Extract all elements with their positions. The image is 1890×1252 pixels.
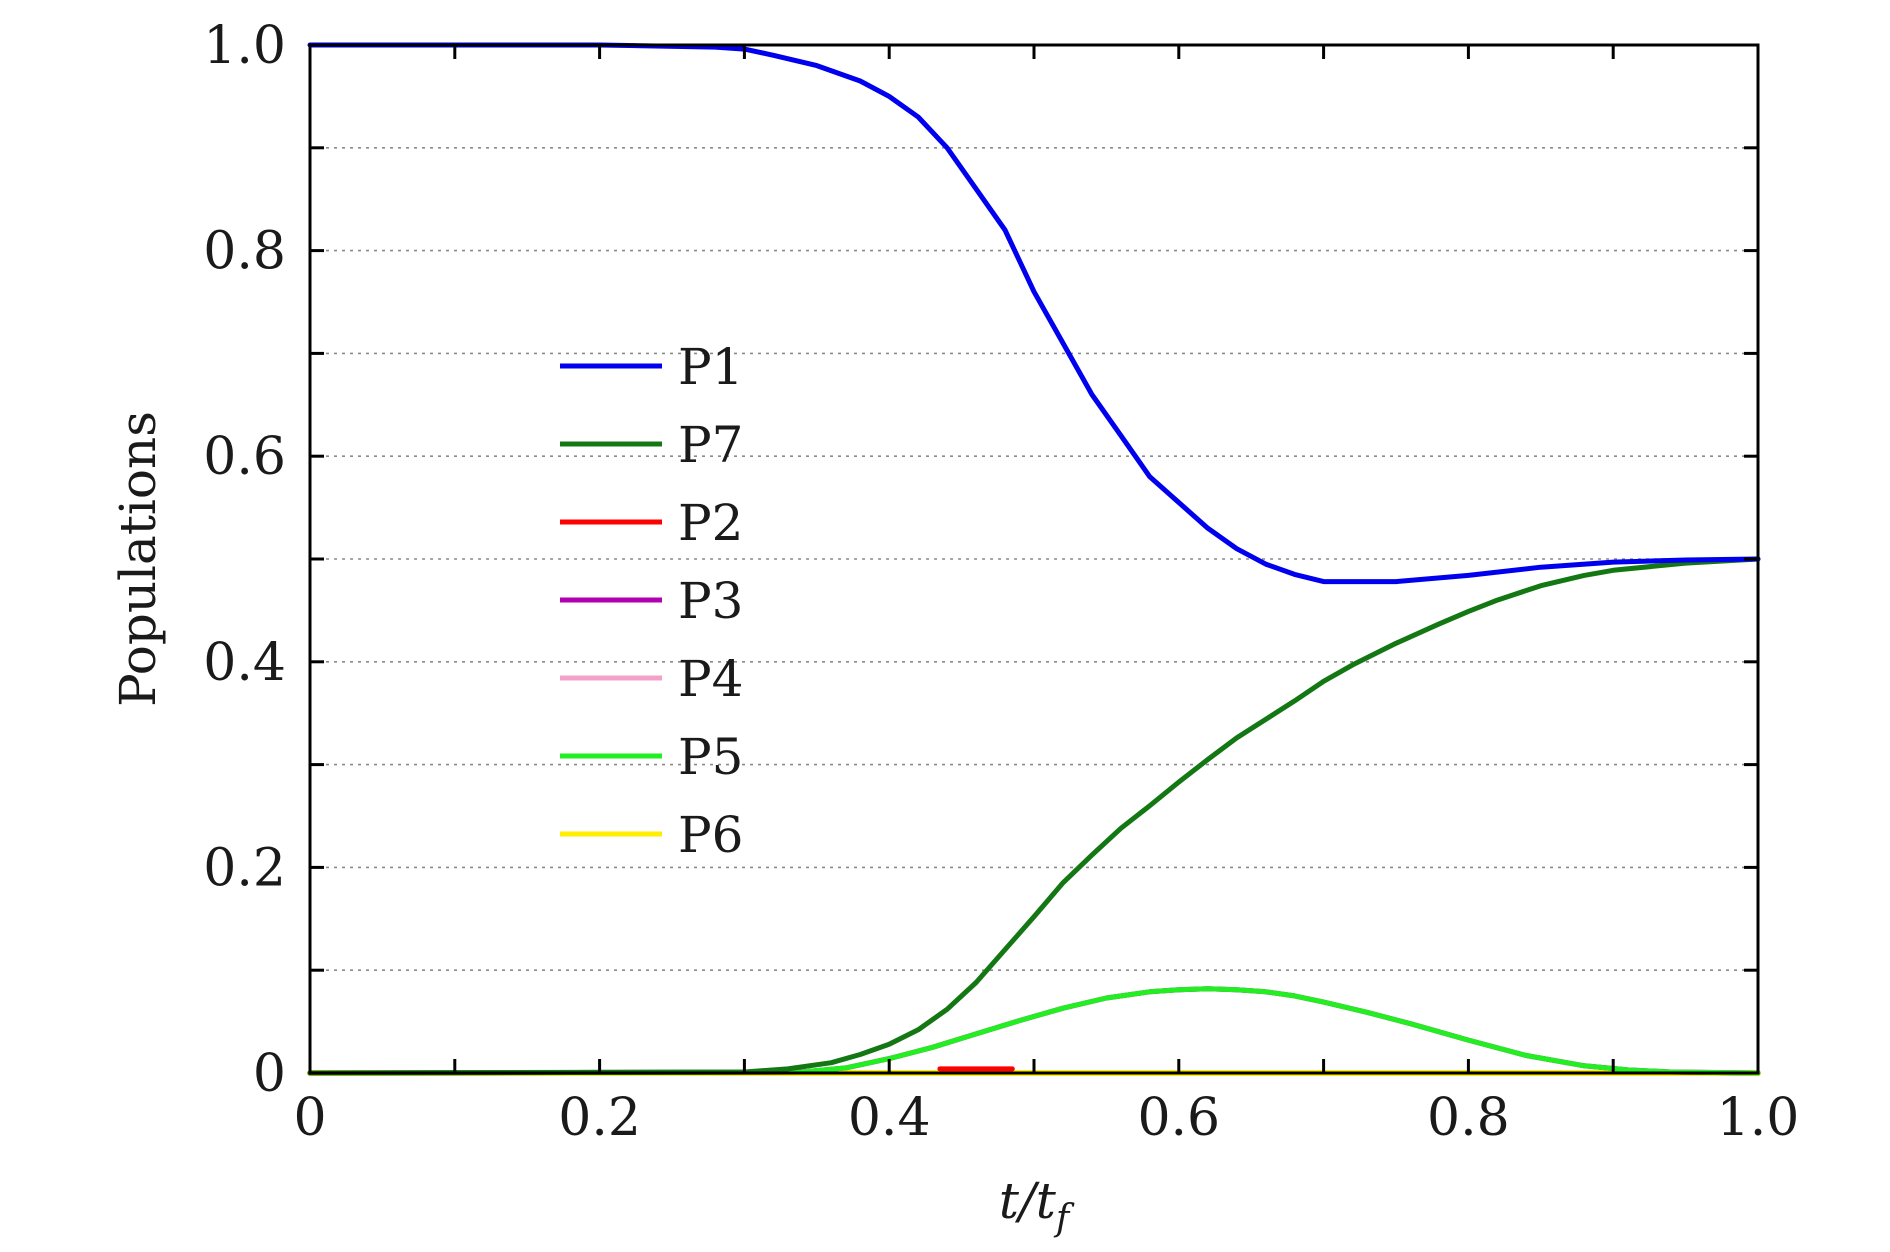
legend-label-p1: P1 <box>678 338 743 396</box>
y-tick-label: 0.6 <box>203 427 286 487</box>
legend-label-p3: P3 <box>678 572 743 630</box>
legend-label-p2: P2 <box>678 494 743 552</box>
x-tick-label: 1.0 <box>1717 1088 1800 1148</box>
series-line-p5 <box>307 986 1761 1076</box>
x-tick-label: 0 <box>293 1088 326 1148</box>
y-tick-label: 1.0 <box>203 16 286 76</box>
legend: P1 P7 P2 P3 P4 P5 P6 <box>560 338 743 864</box>
legend-label-p6: P6 <box>678 806 743 864</box>
axis-titles: t/tf Populations <box>109 411 1075 1239</box>
series-line-p1 <box>307 42 1761 585</box>
x-tick-label: 0.2 <box>558 1088 641 1148</box>
x-axis-title: t/tf <box>999 1172 1075 1239</box>
y-axis-title: Populations <box>109 411 167 707</box>
legend-label-p4: P4 <box>678 650 743 708</box>
y-tick-label: 0.4 <box>203 633 286 693</box>
x-tick-label: 0.8 <box>1427 1088 1510 1148</box>
y-tick-label: 0.2 <box>203 838 286 898</box>
y-tick-label: 0.8 <box>203 222 286 282</box>
x-tick-label: 0.4 <box>848 1088 931 1148</box>
legend-label-p7: P7 <box>678 416 743 474</box>
series-line-p7 <box>307 556 1761 1076</box>
tick-layer: 0 0.2 0.4 0.6 0.8 1.0 0 0.2 0.4 0.6 0.8 1.0 <box>203 16 1799 1148</box>
grid-layer <box>310 147 1758 972</box>
x-tick-label: 0.6 <box>1137 1088 1220 1148</box>
y-tick-label: 0 <box>253 1044 286 1104</box>
legend-label-p5: P5 <box>678 728 743 786</box>
